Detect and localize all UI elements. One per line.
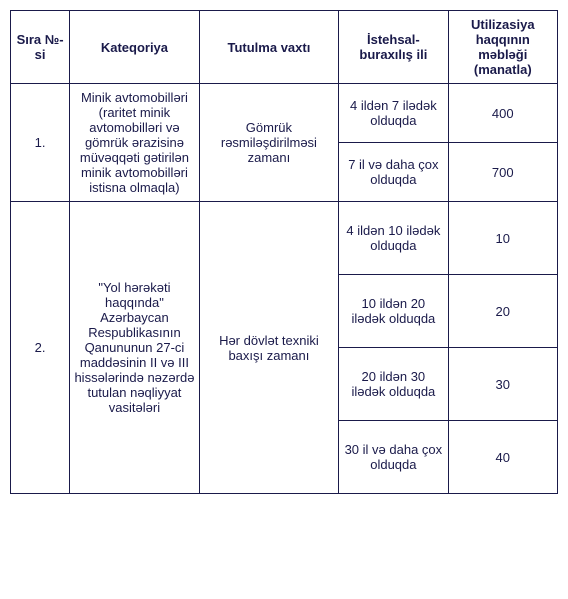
header-amount: Utilizasiya haqqının məbləği (manatla) [448, 11, 557, 84]
cell-year: 20 ildən 30 ilədək olduqda [339, 348, 448, 421]
table-row: 2. "Yol hərəkəti haqqında" Azərbaycan Re… [11, 202, 558, 275]
header-no: Sıra №-si [11, 11, 70, 84]
utilization-fee-table: Sıra №-si Kateqoriya Tutulma vaxtı İsteh… [10, 10, 558, 494]
header-year: İstehsal-buraxılış ili [339, 11, 448, 84]
cell-year: 4 ildən 10 ilədək olduqda [339, 202, 448, 275]
cell-year: 7 il və daha çox olduqda [339, 143, 448, 202]
cell-year: 4 ildən 7 ilədək olduqda [339, 84, 448, 143]
cell-amount: 40 [448, 421, 557, 494]
cell-time: Hər dövlət texniki baxışı zamanı [199, 202, 339, 494]
cell-category: Minik avtomobilləri (raritet minik avtom… [70, 84, 199, 202]
header-category: Kateqoriya [70, 11, 199, 84]
cell-year: 10 ildən 20 ilədək olduqda [339, 275, 448, 348]
cell-amount: 30 [448, 348, 557, 421]
cell-no: 1. [11, 84, 70, 202]
cell-amount: 400 [448, 84, 557, 143]
cell-amount: 10 [448, 202, 557, 275]
cell-year: 30 il və daha çox olduqda [339, 421, 448, 494]
cell-no: 2. [11, 202, 70, 494]
cell-category: "Yol hərəkəti haqqında" Azərbaycan Respu… [70, 202, 199, 494]
cell-amount: 700 [448, 143, 557, 202]
header-time: Tutulma vaxtı [199, 11, 339, 84]
table-header-row: Sıra №-si Kateqoriya Tutulma vaxtı İsteh… [11, 11, 558, 84]
table-row: 1. Minik avtomobilləri (raritet minik av… [11, 84, 558, 143]
cell-time: Gömrük rəsmiləşdirilməsi zamanı [199, 84, 339, 202]
cell-amount: 20 [448, 275, 557, 348]
